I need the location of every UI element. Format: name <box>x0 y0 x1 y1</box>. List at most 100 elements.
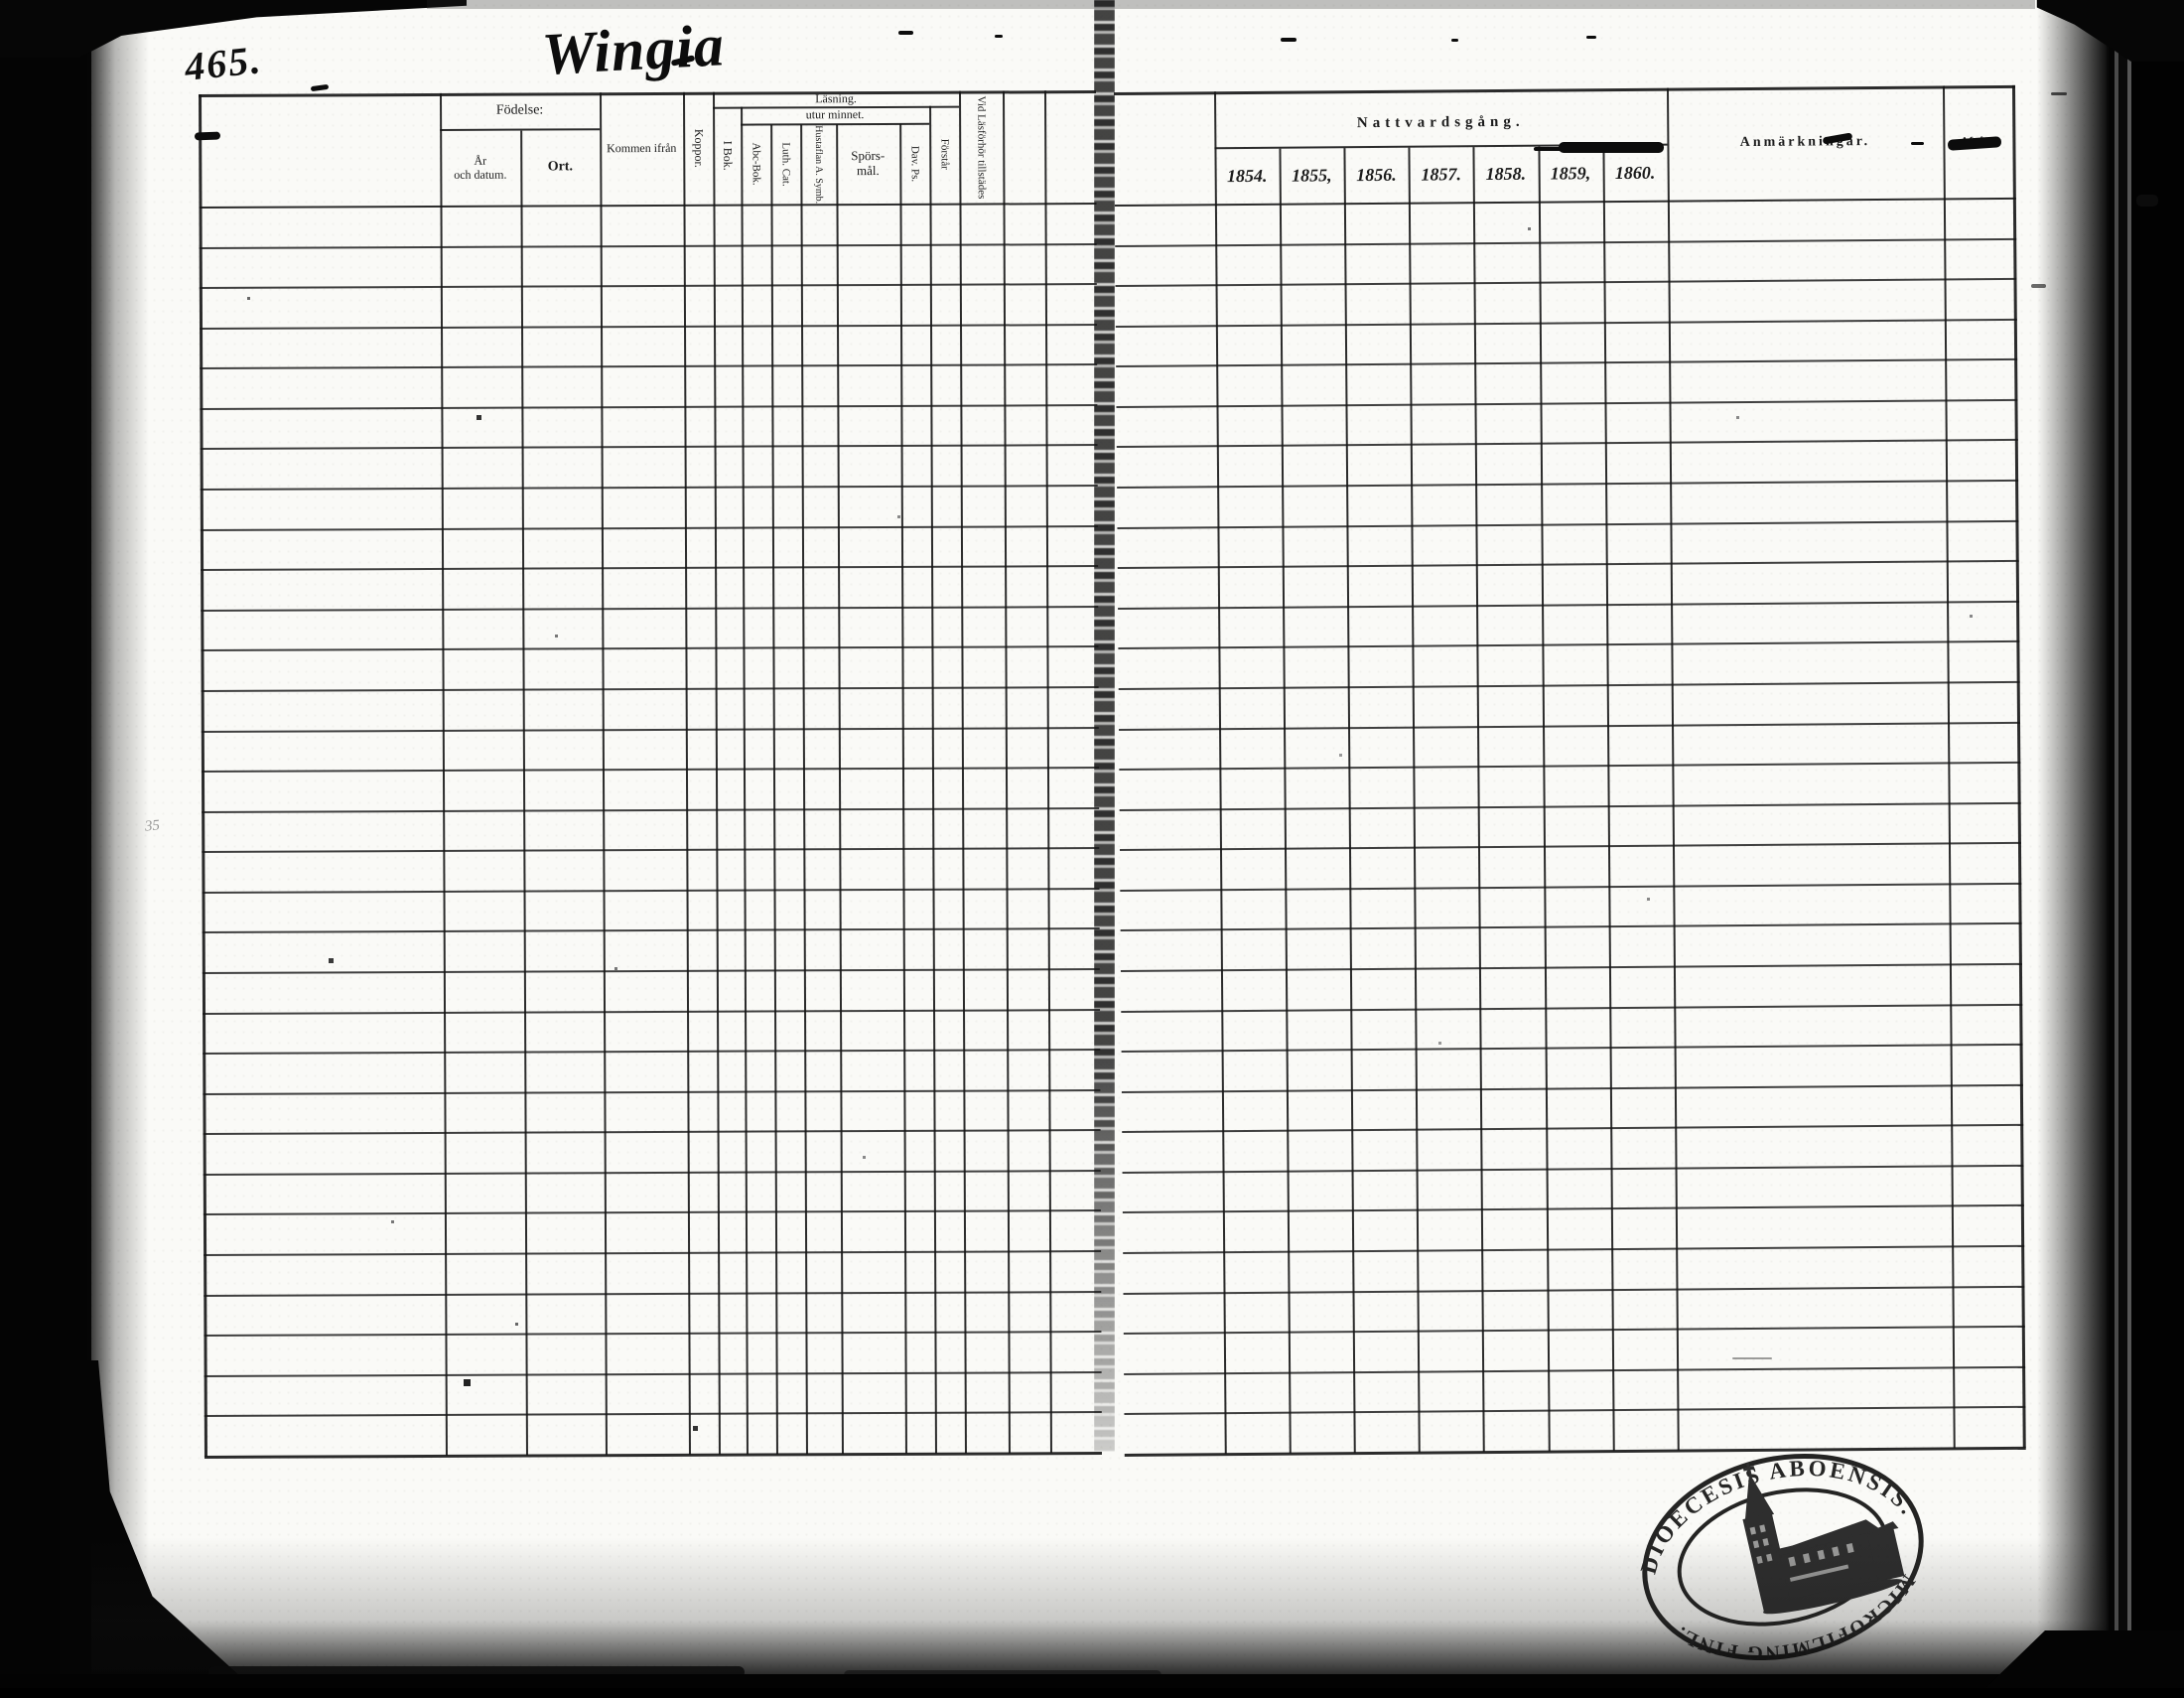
table-row <box>1117 481 2019 529</box>
table-row <box>1120 844 2022 892</box>
column-header-ort: Ort. <box>547 159 573 175</box>
right-table-body <box>1114 199 2026 1454</box>
table-row <box>1123 1287 2025 1336</box>
ink-mark <box>194 131 221 141</box>
column-header-year: 1860. <box>1614 162 1656 184</box>
column-header-anmarkningar: Anmärkningar. <box>1739 134 1871 151</box>
table-row <box>1115 239 2017 288</box>
ink-mark <box>1911 142 1924 145</box>
column-header-year: 1854. <box>1226 165 1268 187</box>
column-header-vid-lasforhor: Vid Läsförhör tillstädes <box>975 95 988 199</box>
column-header-year: 1857. <box>1421 164 1461 185</box>
table-row <box>199 285 1098 330</box>
margin-note-handwritten: 35 <box>144 817 161 835</box>
table-row <box>1115 320 2018 368</box>
dust-specks <box>0 0 1 1</box>
table-row <box>1116 441 2019 490</box>
table-row <box>1123 1328 2026 1375</box>
table-row <box>200 487 1098 531</box>
column-header-year: 1856. <box>1356 164 1397 186</box>
table-row <box>201 687 1099 733</box>
table-row <box>1122 1126 2024 1174</box>
table-row <box>1116 400 2018 449</box>
year-header-row: 1854. 1855, 1856. 1857. 1858. 1859, 1860… <box>1214 146 1667 205</box>
column-header-kommen-ifran: Kommen ifrån <box>607 140 677 155</box>
ink-mark <box>1281 38 1297 42</box>
ink-mark <box>995 35 1003 38</box>
table-row <box>202 889 1100 934</box>
table-row <box>1121 1045 2023 1093</box>
column-header-hustaflan-a-symb: Hustaflan A. Symb. <box>812 124 825 204</box>
table-row <box>201 769 1100 813</box>
column-header-forstar: Förstår <box>938 139 951 171</box>
table-row <box>1118 602 2020 650</box>
table-row <box>1122 1166 2024 1214</box>
table-row <box>200 526 1099 572</box>
left-table-body <box>199 205 1102 1456</box>
ink-mark <box>1534 147 1568 151</box>
page-bottom-shadow <box>91 1537 2109 1688</box>
table-row <box>201 607 1099 652</box>
table-row <box>1117 562 2020 610</box>
table-row <box>1124 1367 2026 1416</box>
scan-edge-shadow-top <box>427 0 2035 9</box>
table-row <box>1120 964 2023 1013</box>
table-row <box>204 1292 1102 1338</box>
ink-mark <box>2031 284 2046 288</box>
ink-mark <box>2136 195 2158 207</box>
scan-edge-shadow-right <box>2037 0 2109 1688</box>
column-header-year: 1859, <box>1550 163 1591 184</box>
table-row <box>203 1090 1101 1136</box>
column-header-dav-ps: Dav. Ps. <box>908 145 921 183</box>
table-row <box>199 244 1097 290</box>
table-row <box>1120 924 2022 972</box>
table-row <box>201 728 1099 774</box>
column-group-lasning: Läsning. <box>815 90 857 105</box>
table-row <box>1119 763 2021 811</box>
column-header-abc-bok: Abc-Bok. <box>750 142 762 187</box>
table-row <box>1115 280 2017 328</box>
ink-mark <box>2051 92 2067 95</box>
table-row <box>1121 1005 2023 1054</box>
ink-mark <box>898 31 913 35</box>
table-row <box>203 1051 1101 1095</box>
table-row <box>1122 1206 2025 1254</box>
table-row <box>204 1333 1102 1377</box>
table-row <box>1121 1085 2024 1134</box>
table-row <box>200 325 1098 370</box>
table-row <box>1119 723 2021 772</box>
table-row <box>1114 199 2017 247</box>
table-row <box>204 1372 1102 1418</box>
table-row <box>1119 803 2021 852</box>
table-row <box>202 808 1100 854</box>
label-line: och datum. <box>454 167 507 182</box>
column-header-ar-och-datum: År och datum. <box>440 131 520 206</box>
table-row <box>203 1131 1101 1176</box>
ink-mark <box>1586 36 1596 39</box>
column-group-nattvardsgang: Nattvardsgång. <box>1356 114 1525 132</box>
left-page-table: Födelse: År och datum. Ort. Kommen ifrån… <box>199 90 1102 1459</box>
column-header-year: 1858. <box>1485 163 1527 185</box>
parish-title-handwritten: Wingia <box>540 12 727 87</box>
table-row <box>201 647 1099 692</box>
scan-border-bottom <box>0 1674 2184 1688</box>
ink-mark <box>1732 1357 1772 1359</box>
column-header-year: 1855, <box>1292 165 1332 186</box>
label-line: År <box>474 153 487 168</box>
column-group-fodelse: Födelse: <box>495 102 544 118</box>
table-row <box>202 849 1100 894</box>
label-line: Spörs- <box>851 148 886 164</box>
table-row <box>199 205 1097 249</box>
column-header-i-bok: I Bok. <box>721 140 736 171</box>
column-group-utur-minnet: utur minnet. <box>805 107 865 122</box>
table-row <box>1118 642 2020 690</box>
table-row <box>200 405 1098 451</box>
book-spine <box>1094 0 1115 1452</box>
table-row <box>204 1252 1102 1297</box>
table-row <box>201 567 1099 612</box>
ink-mark <box>1451 39 1458 42</box>
table-row <box>200 446 1098 492</box>
column-header-sporsmal: Spörs- mål. <box>836 124 899 204</box>
table-row <box>1123 1246 2025 1295</box>
label-line: mål. <box>856 163 880 179</box>
